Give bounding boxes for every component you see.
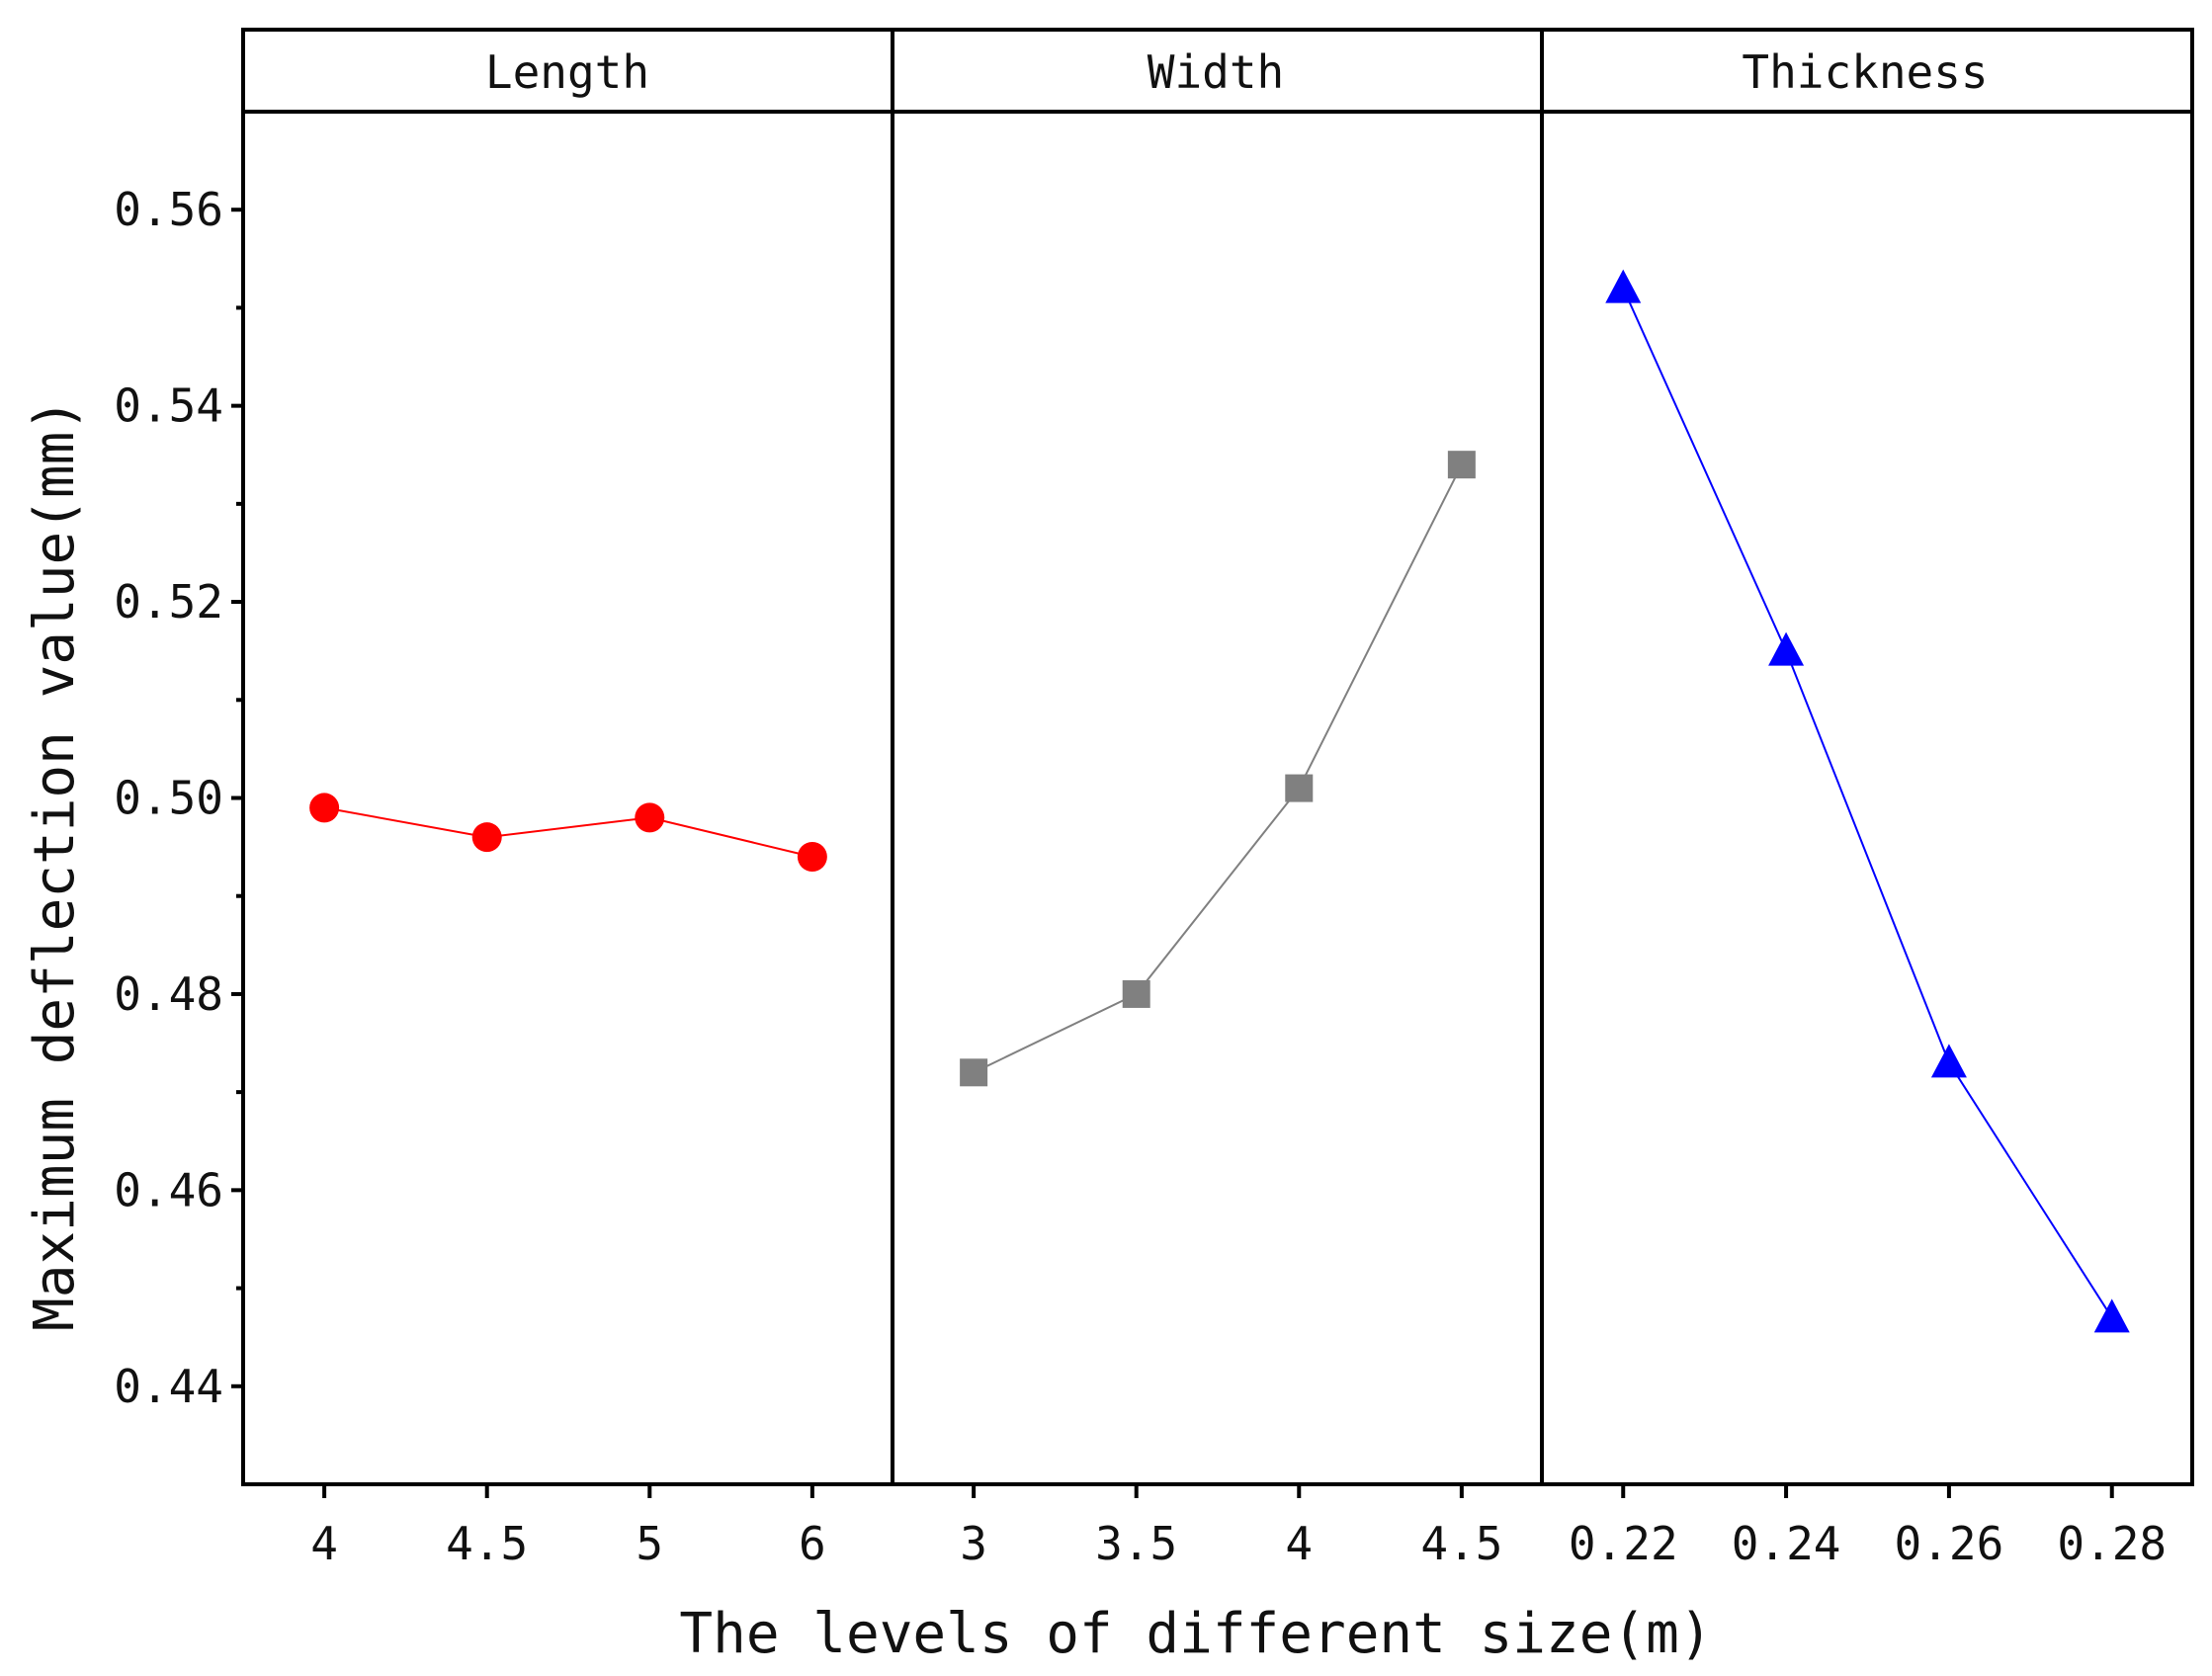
x-tick-label: 3.5 (1095, 1517, 1177, 1570)
y-axis-ticks: 0.44 0.46 0.48 0.50 0.52 0.54 0.56 (114, 183, 243, 1413)
y-tick-label: 0.46 (114, 1163, 223, 1216)
x-tick-label: 6 (799, 1517, 826, 1570)
plot-border (241, 28, 2194, 1486)
series-line-width (973, 463, 1463, 1074)
y-tick-label: 0.52 (114, 575, 223, 628)
data-point (797, 842, 827, 873)
panel-title-length: Length (485, 45, 649, 99)
y-tick-label: 0.44 (114, 1360, 223, 1413)
data-point (471, 822, 502, 853)
data-point (1605, 269, 1642, 303)
plot-frame (241, 28, 2194, 1486)
data-point (1768, 631, 1805, 666)
series-line-thickness (1622, 288, 2113, 1318)
data-point (960, 1058, 988, 1087)
series-line-length (323, 806, 813, 859)
x-tick-label: 4 (1285, 1517, 1313, 1570)
data-point (1930, 1044, 1967, 1078)
data-point (2093, 1299, 2130, 1333)
x-tick-label: 0.24 (1732, 1517, 1841, 1570)
x-tick-label: 5 (636, 1517, 663, 1570)
panel-title-width: Width (1148, 45, 1284, 99)
data-point (1447, 451, 1476, 479)
x-tick-label: 0.22 (1569, 1517, 1678, 1570)
data-point (1285, 774, 1314, 802)
x-tick-label: 4.5 (446, 1517, 528, 1570)
y-tick-label: 0.50 (114, 772, 223, 825)
data-point (1122, 979, 1150, 1008)
x-tick-label: 4 (310, 1517, 338, 1570)
x-tick-label: 0.26 (1895, 1517, 2004, 1570)
y-tick-label: 0.54 (114, 379, 223, 433)
x-tick-label: 4.5 (1420, 1517, 1502, 1570)
x-tick-label: 3 (960, 1517, 987, 1570)
y-tick-label: 0.56 (114, 183, 223, 236)
x-axis-label: The levels of different size(m) (679, 1602, 1712, 1666)
y-axis-label: Maximum deflection value(mm) (23, 398, 87, 1331)
y-tick-label: 0.48 (114, 967, 223, 1021)
data-point (309, 793, 340, 823)
panel-title-thickness: Thickness (1742, 45, 1988, 99)
panel-titles: Length Width Thickness (485, 45, 1989, 99)
data-point (635, 802, 665, 833)
series-layer (309, 269, 2130, 1333)
x-tick-label: 0.28 (2057, 1517, 2167, 1570)
x-axis-ticks: 4 4.5 5 6 3 3.5 4 4.5 0.22 0.24 0.26 0.28 (310, 1484, 2167, 1570)
